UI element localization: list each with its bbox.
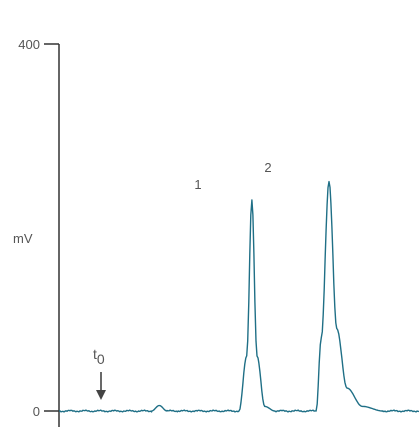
peak-label-2: 2 <box>264 160 271 175</box>
signal-line <box>58 180 419 413</box>
t0-base: t <box>93 346 97 362</box>
t0-label: t0 <box>93 346 105 367</box>
y-tick-label-0: 0 <box>33 404 40 419</box>
t0-arrow-head <box>96 390 106 400</box>
y-axis-label: mV <box>13 231 33 246</box>
t0-subscript: 0 <box>97 351 105 367</box>
y-tick-label-400: 400 <box>18 37 40 52</box>
peak-label-1: 1 <box>194 177 201 192</box>
